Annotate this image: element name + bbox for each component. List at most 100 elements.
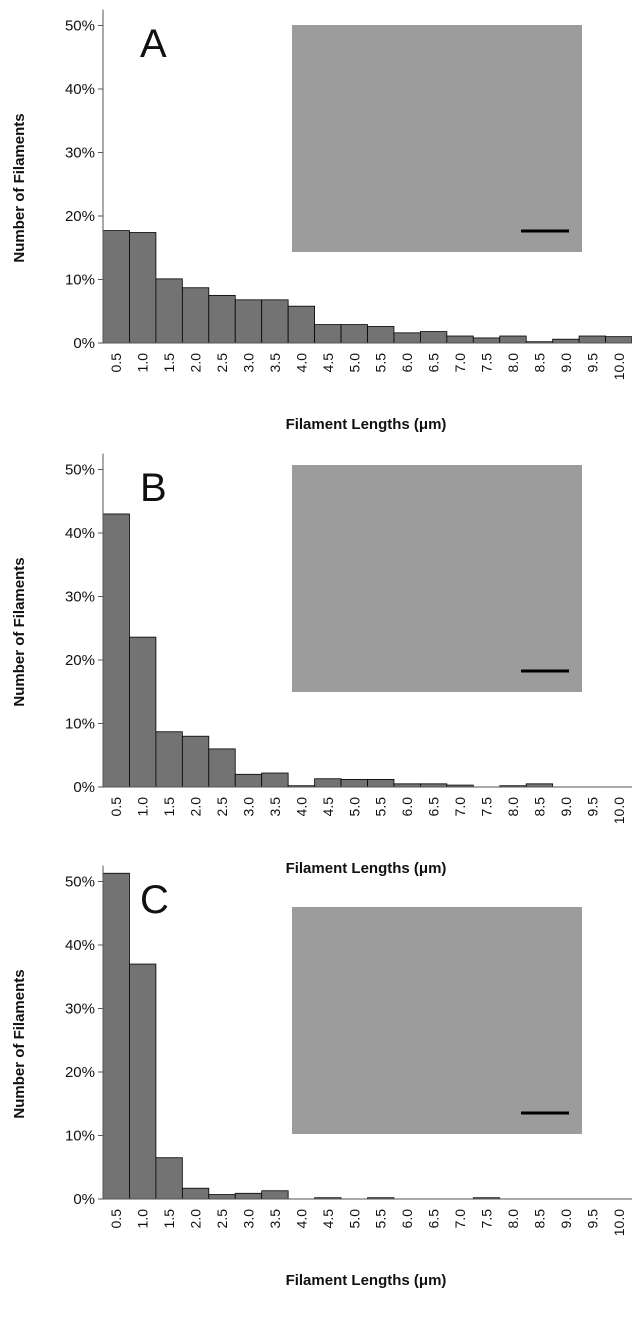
x-tick-label: 10.0 <box>611 1209 627 1236</box>
bar <box>129 636 157 788</box>
bar <box>234 299 263 344</box>
bar <box>102 230 130 344</box>
bar <box>208 748 236 788</box>
y-tick-label: 10% <box>65 716 95 733</box>
x-tick-label: 1.0 <box>135 797 151 817</box>
bar <box>261 299 289 344</box>
x-tick-label: 9.5 <box>584 1209 600 1229</box>
y-tick-label: 0% <box>73 1191 95 1208</box>
bar <box>129 963 157 1200</box>
bar <box>102 872 130 1200</box>
y-tick-label: 10% <box>65 272 95 289</box>
y-tick-label: 40% <box>65 937 95 954</box>
x-tick-label: 9.0 <box>558 797 574 817</box>
y-axis-label: Number of Filaments <box>11 113 28 262</box>
x-tick-label: 6.0 <box>399 1209 415 1229</box>
x-tick-label: 1.5 <box>161 353 177 373</box>
x-tick-label: 5.5 <box>373 1209 389 1229</box>
x-tick-label: 2.0 <box>188 1209 204 1229</box>
x-tick-label: 3.5 <box>267 353 283 373</box>
x-axis-label: Filament Lengths (μm) <box>286 860 447 877</box>
panel-letter: C <box>140 878 169 922</box>
bar <box>446 335 474 344</box>
bar <box>155 1157 183 1200</box>
x-tick-label: 8.0 <box>505 797 521 817</box>
x-tick-label: 2.5 <box>214 353 230 373</box>
bar <box>314 324 342 344</box>
x-tick-label: 6.5 <box>426 797 442 817</box>
x-tick-label: 4.0 <box>293 797 309 817</box>
y-tick-label: 0% <box>73 335 95 352</box>
bar <box>181 287 210 344</box>
x-tick-label: 7.0 <box>452 1209 468 1229</box>
bar <box>261 1190 289 1200</box>
bar <box>155 278 183 344</box>
x-tick-label: 6.0 <box>399 797 415 817</box>
y-tick-label: 30% <box>65 145 95 162</box>
x-tick-label: 2.5 <box>214 1209 230 1229</box>
bar <box>155 731 183 788</box>
x-tick-label: 2.0 <box>188 797 204 817</box>
y-tick-label: 20% <box>65 652 95 669</box>
x-tick-label: 5.5 <box>373 353 389 373</box>
bar <box>340 324 368 344</box>
y-axis-label: Number of Filaments <box>11 969 28 1118</box>
x-tick-label: 2.0 <box>188 353 204 373</box>
bar <box>314 778 342 788</box>
x-tick-label: 3.5 <box>267 797 283 817</box>
x-tick-label: 5.0 <box>346 797 362 817</box>
bar <box>234 1192 263 1200</box>
x-tick-label: 7.5 <box>479 1209 495 1229</box>
bar <box>181 1187 210 1200</box>
x-tick-label: 9.0 <box>558 1209 574 1229</box>
x-tick-label: 4.5 <box>320 353 336 373</box>
panel-letter: B <box>140 466 167 510</box>
y-tick-label: 50% <box>65 18 95 35</box>
x-tick-label: 10.0 <box>611 797 627 824</box>
bar <box>367 778 395 788</box>
inset-image <box>292 465 582 692</box>
x-axis-label: Filament Lengths (μm) <box>286 1272 447 1289</box>
x-tick-label: 0.5 <box>108 353 124 373</box>
y-tick-label: 40% <box>65 81 95 98</box>
y-tick-label: 10% <box>65 1128 95 1145</box>
bar <box>552 338 580 344</box>
y-tick-label: 50% <box>65 874 95 891</box>
x-tick-label: 7.5 <box>479 797 495 817</box>
bar <box>340 778 368 788</box>
x-tick-label: 5.0 <box>346 353 362 373</box>
x-tick-label: 1.5 <box>161 1209 177 1229</box>
y-tick-label: 0% <box>73 779 95 796</box>
x-tick-label: 6.5 <box>426 353 442 373</box>
bar <box>367 326 395 344</box>
x-tick-label: 8.5 <box>531 1209 547 1229</box>
x-tick-label: 0.5 <box>108 797 124 817</box>
x-tick-label: 6.0 <box>399 353 415 373</box>
x-tick-label: 7.5 <box>479 353 495 373</box>
x-tick-label: 2.5 <box>214 797 230 817</box>
x-tick-label: 10.0 <box>611 353 627 380</box>
bar <box>578 335 606 344</box>
bar <box>208 294 236 344</box>
x-tick-label: 9.5 <box>584 797 600 817</box>
inset-image <box>292 25 582 252</box>
x-tick-label: 4.0 <box>293 1209 309 1229</box>
bar <box>393 332 421 344</box>
x-tick-label: 3.5 <box>267 1209 283 1229</box>
x-tick-label: 4.5 <box>320 1209 336 1229</box>
x-tick-label: 9.0 <box>558 353 574 373</box>
inset-image <box>292 907 582 1134</box>
bar <box>102 513 130 788</box>
bar <box>129 232 157 344</box>
x-tick-label: 5.5 <box>373 797 389 817</box>
bar <box>208 1194 236 1200</box>
y-tick-label: 30% <box>65 1001 95 1018</box>
x-tick-label: 3.0 <box>240 353 256 373</box>
x-tick-label: 8.0 <box>505 1209 521 1229</box>
x-tick-label: 3.0 <box>240 797 256 817</box>
x-tick-label: 4.0 <box>293 353 309 373</box>
x-tick-label: 7.0 <box>452 353 468 373</box>
x-tick-label: 1.0 <box>135 353 151 373</box>
y-tick-label: 30% <box>65 589 95 606</box>
